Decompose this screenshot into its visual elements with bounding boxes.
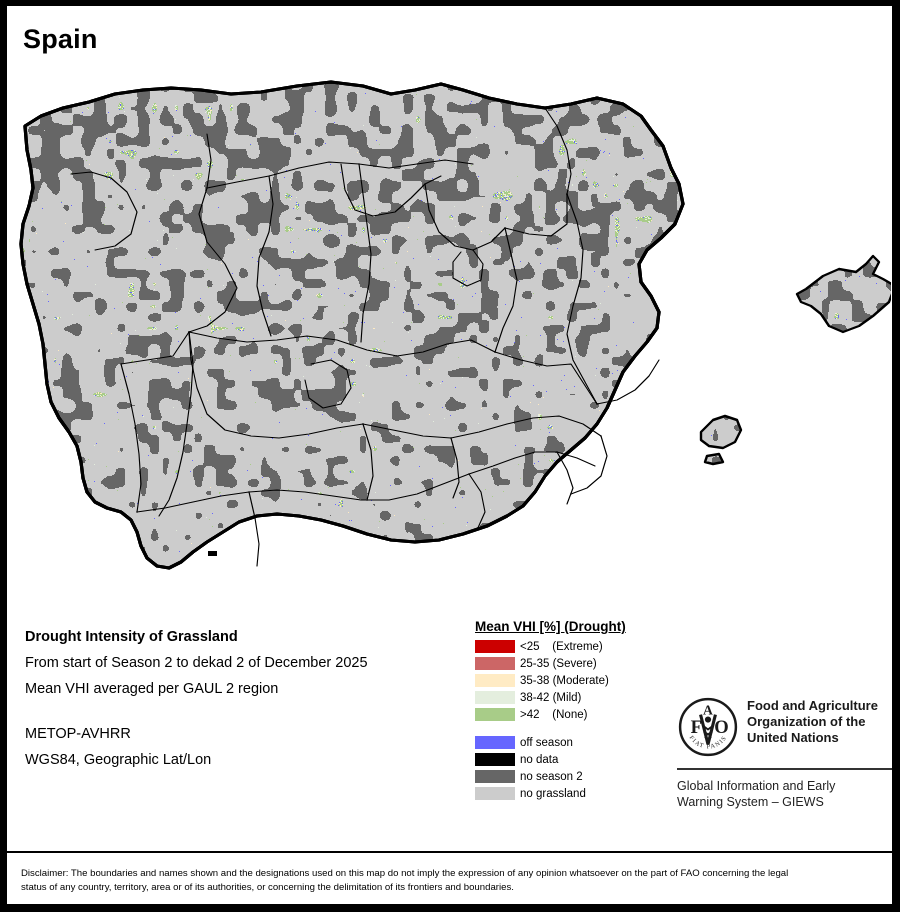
legend-item-no-data: no data	[475, 751, 626, 768]
description-metric: Mean VHI averaged per GAUL 2 region	[25, 681, 279, 697]
description-sensor: METOP-AVHRR	[25, 726, 131, 742]
legend-label-none: >42 (None)	[520, 708, 588, 721]
legend-label-no-grassland: no grassland	[520, 787, 586, 800]
legend-swatch-no-season-2	[475, 770, 515, 783]
legend-label-severe: 25-35 (Severe)	[520, 657, 597, 670]
legend-swatch-off-season	[475, 736, 515, 749]
fao-organization-name: Food and Agriculture Organization of the…	[747, 696, 878, 746]
map-description-block: Drought Intensity of Grassland From star…	[25, 624, 368, 773]
svg-text:O: O	[714, 717, 728, 738]
description-heading: Drought Intensity of Grassland	[25, 629, 238, 645]
description-period: From start of Season 2 to dekad 2 of Dec…	[25, 655, 368, 671]
legend-label-no-season-2: no season 2	[520, 770, 583, 783]
legend-swatch-extreme	[475, 640, 515, 653]
legend-item-severe: 25-35 (Severe)	[475, 655, 626, 672]
disclaimer-text: Disclaimer: The boundaries and names sho…	[21, 868, 789, 893]
fao-org-line-2: Organization of the	[747, 714, 866, 729]
giews-line-2: Warning System – GIEWS	[677, 795, 824, 809]
legend-item-no-grassland: no grassland	[475, 785, 626, 802]
spain-vhi-raster-map[interactable]	[11, 64, 891, 609]
fao-org-line-3: United Nations	[747, 730, 839, 745]
fao-header: F O A FIAT PANIS Food and Agriculture Or…	[677, 696, 892, 758]
legend-label-no-data: no data	[520, 753, 559, 766]
legend-item-none: >42 (None)	[475, 706, 626, 723]
giews-system-name: Global Information and Early Warning Sys…	[677, 778, 892, 810]
svg-text:F: F	[691, 717, 702, 738]
svg-text:A: A	[703, 703, 713, 718]
legend-label-moderate: 35-38 (Moderate)	[520, 674, 609, 687]
legend-label-off-season: off season	[520, 736, 573, 749]
legend-item-no-season-2: no season 2	[475, 768, 626, 785]
legend-swatch-no-data	[475, 753, 515, 766]
fao-org-line-1: Food and Agriculture	[747, 698, 878, 713]
description-projection: WGS84, Geographic Lat/Lon	[25, 752, 212, 768]
fao-branding: F O A FIAT PANIS Food and Agriculture Or…	[677, 696, 892, 810]
legend-swatch-mild	[475, 691, 515, 704]
legend-spacer	[475, 723, 626, 734]
fao-divider	[677, 768, 892, 770]
legend-item-moderate: 35-38 (Moderate)	[475, 672, 626, 689]
legend-swatch-severe	[475, 657, 515, 670]
disclaimer-divider	[7, 851, 892, 853]
legend-label-mild: 38-42 (Mild)	[520, 691, 582, 704]
legend-item-extreme: <25 (Extreme)	[475, 638, 626, 655]
legend-item-mild: 38-42 (Mild)	[475, 689, 626, 706]
legend-swatch-no-grassland	[475, 787, 515, 800]
legend-title: Mean VHI [%] (Drought)	[475, 619, 626, 634]
legend-item-off-season: off season	[475, 734, 626, 751]
legend-swatch-none	[475, 708, 515, 721]
description-spacer	[25, 702, 368, 721]
legend-label-extreme: <25 (Extreme)	[520, 640, 603, 653]
legend: Mean VHI [%] (Drought) <25 (Extreme) 25-…	[475, 619, 626, 802]
fao-logo-icon: F O A FIAT PANIS	[678, 697, 738, 757]
map-container[interactable]	[11, 64, 891, 609]
giews-line-1: Global Information and Early	[677, 779, 836, 793]
legend-swatch-moderate	[475, 674, 515, 687]
page-title: Spain	[23, 24, 98, 54]
